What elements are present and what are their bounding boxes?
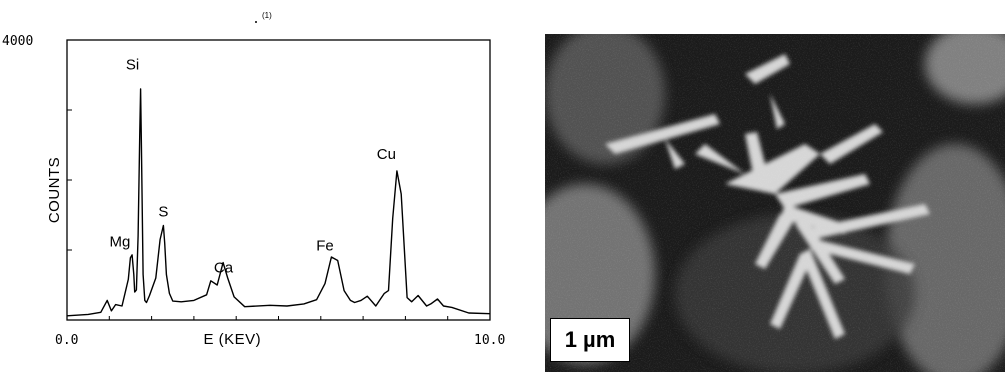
scale-bar-label-box: 1 µm [550, 318, 630, 362]
plot-layer: 0.0 10.0 4000 E (KEV) COUNTS (1) Mg Si S Ca Fe Cu [2, 11, 505, 348]
figure-marker-dot [255, 21, 257, 23]
peak-label-cu: Cu [377, 146, 396, 163]
sem-micrograph [545, 34, 1005, 372]
peak-label-si: Si [126, 56, 139, 73]
peak-label-fe: Fe [316, 238, 334, 255]
figure-marker: (1) [262, 11, 272, 20]
spectrum-line [66, 88, 491, 317]
y-tick-label: 4000 [2, 34, 33, 49]
scale-bar-label: 1 µm [564, 327, 616, 352]
plot-frame [66, 39, 491, 321]
peak-label-ca: Ca [214, 259, 234, 276]
x-axis-title: E (KEV) [204, 331, 262, 348]
y-axis-title: COUNTS [46, 157, 63, 223]
peak-label-mg: Mg [109, 234, 130, 251]
eds-spectrum-chart: 0.0 10.0 4000 E (KEV) COUNTS (1) Mg Si S Ca Fe Cu [2, 11, 505, 348]
x-tick-label: 10.0 [474, 333, 505, 348]
peak-label-s: S [158, 203, 168, 220]
x-tick-label: 0.0 [55, 333, 78, 348]
